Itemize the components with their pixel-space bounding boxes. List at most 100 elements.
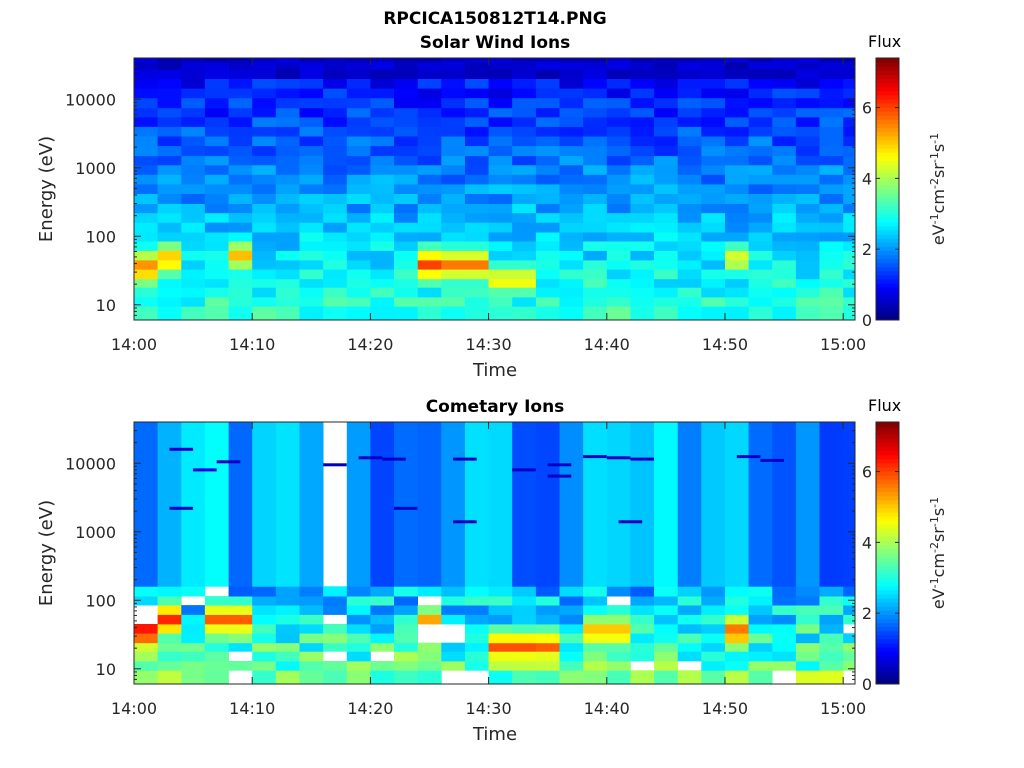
heatmap-cell: [394, 269, 418, 280]
heatmap-cell: [394, 642, 418, 652]
heatmap-cell: [134, 260, 158, 270]
heatmap-cell: [299, 203, 324, 214]
heatmap-cell: [323, 164, 348, 175]
heatmap-cell: [512, 69, 537, 79]
heatmap-cell: [677, 306, 702, 321]
heatmap-cell: [252, 222, 277, 233]
heatmap-cell: [157, 422, 182, 587]
heatmap-cell: [465, 88, 489, 99]
heatmap-cell: [275, 232, 300, 242]
heatmap-cell: [843, 78, 856, 89]
heatmap-cell: [441, 297, 466, 307]
heatmap-cell: [677, 241, 702, 251]
heatmap-cell: [677, 117, 702, 127]
heatmap-cell: [228, 614, 253, 625]
heatmap-cell: [204, 212, 229, 223]
heatmap-cell: [323, 222, 348, 233]
heatmap-cell: [181, 614, 206, 625]
heatmap-cell: [512, 222, 537, 233]
heatmap-cell: [488, 126, 513, 137]
heatmap-cell: [275, 222, 300, 233]
heatmap-cell: [606, 88, 631, 99]
heatmap-cell: [417, 174, 442, 185]
heatmap-cell: [606, 586, 631, 597]
heatmap-cell: [417, 184, 442, 194]
heatmap-cell: [181, 260, 206, 270]
heatmap-cell: [559, 605, 584, 615]
heatmap-cell: [299, 605, 324, 615]
heatmap-cell: [157, 596, 182, 606]
heatmap-cell: [299, 232, 324, 242]
heatmap-cell: [843, 250, 856, 261]
heatmap-cell: [441, 212, 466, 223]
unit-base: sr: [929, 527, 948, 542]
heatmap-cell: [134, 306, 158, 321]
colorbar-swatch: [876, 467, 899, 472]
heatmap-cell: [843, 306, 856, 321]
heatmap-cell: [157, 651, 182, 662]
heatmap-cell: [583, 174, 608, 185]
heatmap-cell: [370, 136, 395, 147]
heatmap-cell: [772, 58, 797, 63]
heatmap-cell: [772, 222, 797, 233]
heatmap-cell: [157, 614, 182, 625]
heatmap-cell: [630, 614, 655, 625]
heatmap-cell: [630, 203, 655, 214]
heatmap-cell: [583, 62, 608, 70]
heatmap-cell: [512, 642, 537, 652]
heatmap-cell: [134, 596, 158, 606]
heatmap-cell: [181, 232, 206, 242]
heatmap-cell: [535, 586, 560, 597]
heatmap-cell: [583, 586, 608, 597]
heatmap-cell: [654, 306, 679, 321]
heatmap-cell: [394, 596, 418, 606]
heatmap-cell: [417, 88, 442, 99]
heatmap-cell: [843, 287, 856, 298]
colorbar-swatch: [876, 311, 899, 317]
heatmap-cell: [228, 633, 253, 644]
heatmap-cell: [795, 69, 820, 79]
heatmap-cell: [772, 250, 797, 261]
heatmap-cell: [654, 287, 679, 298]
heatmap-cell: [252, 62, 277, 70]
heatmap-cell: [299, 184, 324, 194]
colorbar-swatch: [876, 589, 899, 595]
heatmap-cell: [795, 422, 820, 587]
heatmap-cell: [795, 78, 820, 89]
heatmap-cell: [252, 126, 277, 137]
colorbar-swatch: [876, 82, 899, 88]
x-tick-label: 14:00: [111, 335, 157, 354]
heatmap-cell: [346, 287, 371, 298]
colorbar-swatch: [876, 536, 899, 542]
heatmap-cell: [795, 88, 820, 99]
heatmap-cell: [772, 422, 797, 587]
heatmap-cell: [275, 69, 300, 79]
heatmap-cell: [394, 117, 418, 127]
heatmap-cell: [228, 117, 253, 127]
heatmap-cell: [677, 596, 702, 606]
colorbar-swatch: [876, 258, 899, 264]
heatmap-cell: [465, 155, 489, 166]
heatmap-cell: [606, 107, 631, 118]
heatmap-cell: [559, 212, 584, 223]
heatmap-cell: [181, 670, 206, 685]
heatmap-cell: [181, 212, 206, 223]
heatmap-cell: [134, 184, 158, 194]
heatmap-cell: [606, 155, 631, 166]
heatmap-cell: [228, 97, 253, 109]
heatmap-cell: [725, 651, 749, 662]
heatmap-cell: [606, 306, 631, 321]
heatmap-cell: [299, 278, 324, 288]
heatmap-cell: [488, 174, 513, 185]
colorbar-swatch: [876, 602, 899, 607]
heatmap-cell: [583, 193, 608, 204]
heatmap-cell: [630, 633, 655, 644]
colorbar-swatch: [876, 659, 899, 665]
heatmap-cell: [606, 193, 631, 204]
heatmap-cell: [654, 97, 679, 109]
heatmap-cell: [228, 287, 253, 298]
colorbar-swatch: [876, 148, 899, 153]
heatmap-cell: [465, 232, 489, 242]
heatmap-cell: [417, 614, 442, 625]
